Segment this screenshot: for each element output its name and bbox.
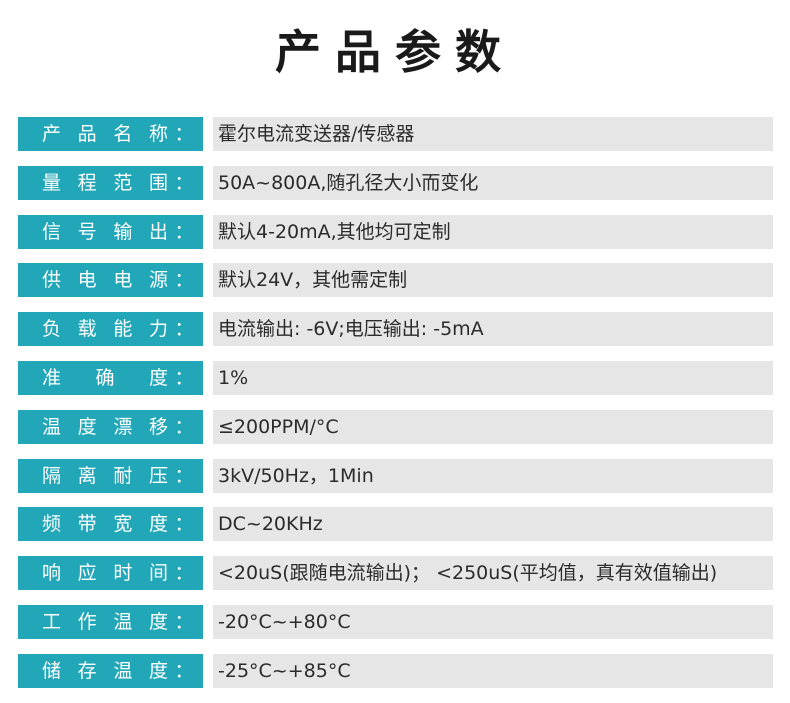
spec-label: 信号输出 ： xyxy=(18,214,203,249)
row-gap xyxy=(203,507,213,542)
row-gap xyxy=(203,653,213,688)
row-gap xyxy=(203,604,213,639)
spec-label-text: 储存温度 xyxy=(42,659,168,682)
row-gap xyxy=(203,458,213,493)
row-gap xyxy=(203,312,213,347)
spec-row-storage-temp: 储存温度 ： -25°C~+85°C xyxy=(18,653,773,688)
spec-row-range: 量程范围 ： 50A~800A,随孔径大小而变化 xyxy=(18,165,773,200)
spec-row-temp-drift: 温度漂移 ： ≤200PPM/°C xyxy=(18,409,773,444)
spec-value: 电流输出: -6V;电压输出: -5mA xyxy=(213,312,773,347)
row-gap xyxy=(203,409,213,444)
row-gap xyxy=(203,214,213,249)
spec-colon: ： xyxy=(174,562,194,585)
spec-value: <20uS(跟随电流输出)； <250uS(平均值，真有效值输出) xyxy=(213,556,773,591)
spec-colon: ： xyxy=(174,220,194,243)
spec-value: 1% xyxy=(213,360,773,395)
spec-label-text: 产品名称 xyxy=(42,123,168,145)
spec-row-operating-temp: 工作温度 ： -20°C~+80°C xyxy=(18,604,773,639)
row-gap xyxy=(203,360,213,395)
spec-row-product-name: 产品名称 ： 霍尔电流变送器/传感器 xyxy=(18,117,773,151)
spec-label-text: 量程范围 xyxy=(42,171,168,194)
spec-label: 供电电源 ： xyxy=(18,263,203,298)
page-title: 产品参数 xyxy=(275,25,515,79)
spec-row-bandwidth: 频带宽度 ： DC~20KHz xyxy=(18,507,773,542)
spec-label: 准确度 ： xyxy=(18,360,203,395)
spec-row-signal-output: 信号输出 ： 默认4-20mA,其他均可定制 xyxy=(18,214,773,249)
spec-value: ≤200PPM/°C xyxy=(213,409,773,444)
spec-label-text: 供电电源 xyxy=(42,269,168,292)
spec-value: 50A~800A,随孔径大小而变化 xyxy=(213,165,773,200)
spec-label: 隔离耐压 ： xyxy=(18,458,203,493)
spec-label: 产品名称 ： xyxy=(18,117,203,151)
spec-label: 响应时间 ： xyxy=(18,556,203,591)
spec-colon: ： xyxy=(174,464,194,487)
row-gap xyxy=(203,263,213,298)
spec-label: 工作温度 ： xyxy=(18,604,203,639)
spec-label-text: 工作温度 xyxy=(42,610,168,633)
spec-value: -25°C~+85°C xyxy=(213,653,773,688)
spec-colon: ： xyxy=(174,610,194,633)
spec-value: 默认24V，其他需定制 xyxy=(213,263,773,298)
spec-label-text: 响应时间 xyxy=(42,562,168,585)
spec-row-power-supply: 供电电源 ： 默认24V，其他需定制 xyxy=(18,263,773,298)
spec-value: 3kV/50Hz，1Min xyxy=(213,458,773,493)
spec-colon: ： xyxy=(174,415,194,438)
spec-colon: ： xyxy=(174,123,194,145)
spec-value: 霍尔电流变送器/传感器 xyxy=(213,117,773,151)
spec-label-text: 准确度 xyxy=(42,366,168,389)
spec-value: 默认4-20mA,其他均可定制 xyxy=(213,214,773,249)
spec-row-response-time: 响应时间 ： <20uS(跟随电流输出)； <250uS(平均值，真有效值输出) xyxy=(18,556,773,591)
spec-label-text: 频带宽度 xyxy=(42,513,168,536)
spec-colon: ： xyxy=(174,366,194,389)
spec-value: DC~20KHz xyxy=(213,507,773,542)
spec-colon: ： xyxy=(174,513,194,536)
spec-colon: ： xyxy=(174,659,194,682)
spec-value: -20°C~+80°C xyxy=(213,604,773,639)
spec-table: 产品名称 ： 霍尔电流变送器/传感器 量程范围 ： 50A~800A,随孔径大小而变… xyxy=(18,117,773,703)
row-gap xyxy=(203,117,213,151)
spec-label: 频带宽度 ： xyxy=(18,507,203,542)
spec-label: 储存温度 ： xyxy=(18,653,203,688)
row-gap xyxy=(203,556,213,591)
spec-colon: ： xyxy=(174,318,194,341)
spec-label: 量程范围 ： xyxy=(18,165,203,200)
spec-label-text: 隔离耐压 xyxy=(42,464,168,487)
spec-label-text: 信号输出 xyxy=(42,220,168,243)
spec-label: 温度漂移 ： xyxy=(18,409,203,444)
spec-row-isolation-voltage: 隔离耐压 ： 3kV/50Hz，1Min xyxy=(18,458,773,493)
spec-label-text: 负载能力 xyxy=(42,318,168,341)
spec-row-load-capacity: 负载能力 ： 电流输出: -6V;电压输出: -5mA xyxy=(18,312,773,347)
spec-row-accuracy: 准确度 ： 1% xyxy=(18,360,773,395)
row-gap xyxy=(203,165,213,200)
spec-colon: ： xyxy=(174,269,194,292)
spec-label: 负载能力 ： xyxy=(18,312,203,347)
spec-colon: ： xyxy=(174,171,194,194)
spec-label-text: 温度漂移 xyxy=(42,415,168,438)
